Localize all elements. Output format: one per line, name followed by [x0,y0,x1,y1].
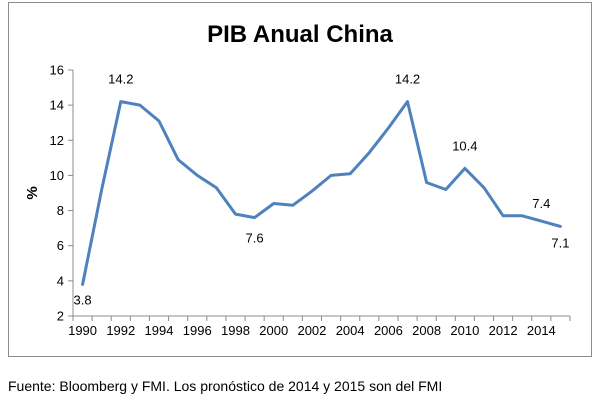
y-tick-label: 4 [57,273,64,288]
data-point [253,216,256,219]
x-tick-label: 2012 [489,323,518,338]
data-label: 14.2 [395,72,420,87]
data-point [444,188,447,191]
x-tick-label: 1998 [221,323,250,338]
data-label: 10.4 [452,138,477,153]
data-point [482,186,485,189]
data-point [100,188,103,191]
data-point [138,104,141,107]
source-caption: Fuente: Bloomberg y FMI. Los pronóstico … [8,378,443,394]
series-layer [81,100,562,286]
x-tick-label: 2010 [450,323,479,338]
data-point [272,202,275,205]
axes: 2 4 6 8 10 12 14 16 1990 1992 1994 1996 1998 2000 2002… [50,63,571,338]
x-tick-label: 2002 [297,323,326,338]
x-tick-label: 1996 [183,323,212,338]
data-point [119,100,122,103]
y-tick-label: 2 [57,309,64,324]
data-point [215,186,218,189]
data-point [291,204,294,207]
data-point [196,174,199,177]
data-point [387,126,390,129]
x-tick-label: 1994 [145,323,174,338]
data-label: 7.6 [246,231,264,246]
y-tick-label: 10 [50,168,64,183]
data-label: 7.1 [551,235,569,250]
y-tick-label: 14 [50,98,64,113]
x-tick-label: 2000 [259,323,288,338]
data-point [368,151,371,154]
x-tick-label: 2004 [336,323,365,338]
chart-title: PIB Anual China [207,21,393,48]
x-tick-label: 2006 [374,323,403,338]
data-point [540,220,543,223]
data-point [502,214,505,217]
data-point [158,119,161,122]
x-tick-label: 1992 [106,323,135,338]
data-point [177,158,180,161]
line-chart: PIB Anual China % 2 4 6 8 10 12 14 16 1990 1992 19… [24,21,571,338]
data-point [521,214,524,217]
data-point [425,181,428,184]
x-tick-label: 1990 [68,323,97,338]
data-point [349,172,352,175]
data-labels: 3.8 14.2 7.6 14.2 10.4 7.4 7.1 [74,72,570,308]
data-point [463,167,466,170]
data-point [234,213,237,216]
y-tick-label: 6 [57,238,64,253]
data-label: 3.8 [74,292,92,307]
y-tick-label: 16 [50,63,64,78]
y-axis-label: % [24,186,41,199]
data-label: 14.2 [108,72,133,87]
y-tick-label: 8 [57,203,64,218]
y-tick-label: 12 [50,133,64,148]
data-point [559,225,562,228]
data-point [310,190,313,193]
x-tick-label: 2014 [527,323,556,338]
data-point [330,174,333,177]
x-tick-label: 2008 [412,323,441,338]
data-point [81,283,84,286]
series-line [81,100,562,286]
data-point [406,100,409,103]
data-label: 7.4 [532,196,550,211]
